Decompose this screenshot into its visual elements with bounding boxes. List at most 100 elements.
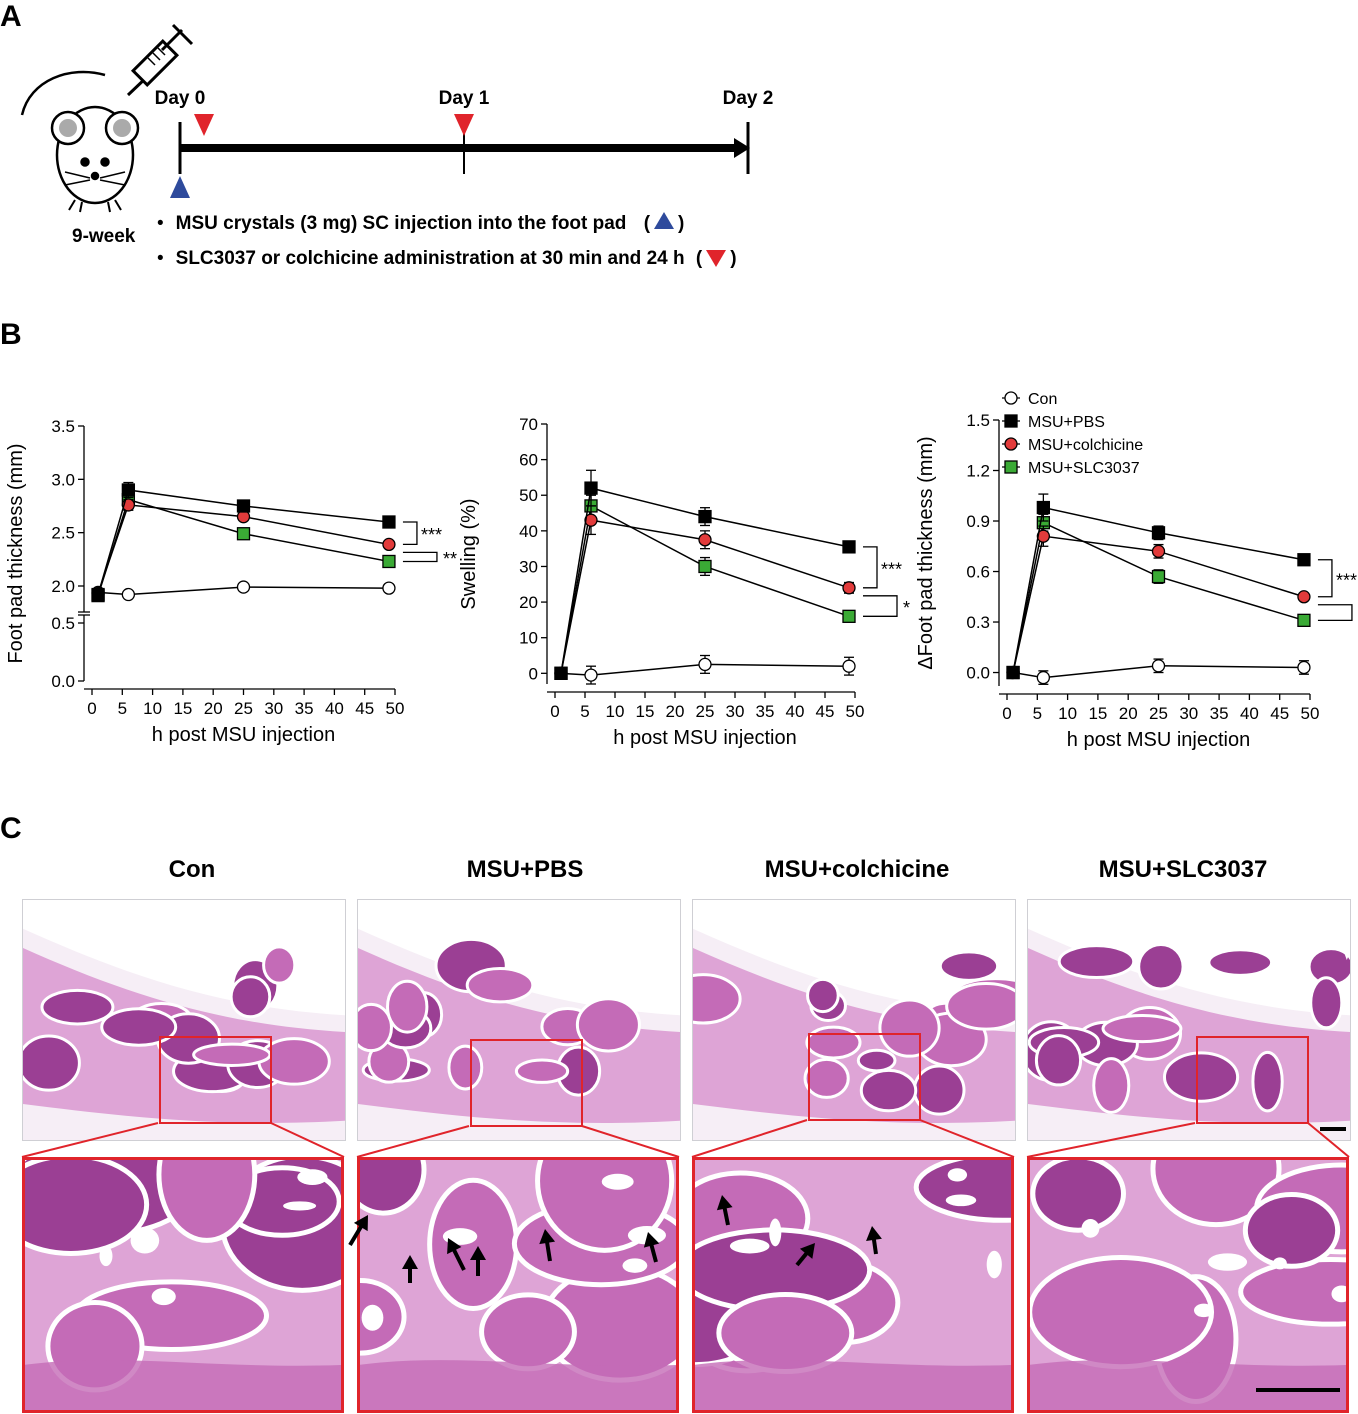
infiltration-arrow-icon xyxy=(470,1246,486,1276)
chart-swelling: 0 10 20 30 40 50 60 70 0 5 10 15 20 25 30 35 40 45 50 h pos… xyxy=(458,415,910,749)
timeline-day-2: Day 2 xyxy=(722,88,774,109)
x-tick-label: 40 xyxy=(325,699,344,718)
chart-delta-foot-pad-thickness: 0.0 0.3 0.6 0.9 1.2 1.5 0 5 10 15 20 25 30 35 40 45 50 h … xyxy=(915,391,1358,750)
timeline-day-0: Day 0 xyxy=(154,88,206,109)
data-point xyxy=(698,559,712,574)
data-point xyxy=(1151,526,1166,540)
arrow-head xyxy=(353,1215,368,1232)
panel-letter-a: A xyxy=(0,0,22,33)
y-tick-label: 20 xyxy=(519,593,538,612)
bone-section xyxy=(1309,976,1344,1030)
bone-section xyxy=(1101,1014,1183,1044)
muscle-layer xyxy=(1030,1360,1346,1410)
x-tick-label: 10 xyxy=(606,702,625,721)
series-line xyxy=(560,663,850,676)
significance-label: *** xyxy=(1336,570,1357,590)
histology-zoom-msu-pbs xyxy=(357,1157,679,1413)
y-tick-label: 60 xyxy=(519,451,538,470)
histology-title-msu-pbs: MSU+PBS xyxy=(466,856,584,883)
series-line xyxy=(97,489,390,595)
marrow-space xyxy=(297,1169,328,1185)
marrow-space xyxy=(945,1194,977,1207)
y-axis-label: Foot pad thickness (mm) xyxy=(5,443,27,663)
legend-item: Con xyxy=(1002,391,1057,408)
bone-section xyxy=(514,1058,570,1084)
significance-bracket xyxy=(1317,559,1333,598)
x-tick-label: 35 xyxy=(756,702,775,721)
data-point xyxy=(842,581,856,595)
y-axis-label: Swelling (%) xyxy=(458,498,480,609)
series-con xyxy=(1006,658,1311,685)
x-tick-label: 10 xyxy=(1058,704,1077,723)
x-tick-label: 0 xyxy=(87,699,96,718)
data-point xyxy=(1297,613,1311,627)
panel-letter-c: C xyxy=(0,812,22,845)
zoom-connector xyxy=(691,1119,808,1158)
x-tick-label: 0 xyxy=(550,702,559,721)
data-point xyxy=(698,533,712,547)
bone-section xyxy=(859,1068,918,1113)
marrow-space xyxy=(361,1304,384,1331)
series-msu-pbs xyxy=(91,481,396,602)
bone-section xyxy=(40,988,115,1026)
x-tick-label: 50 xyxy=(846,702,865,721)
x-tick-label: 45 xyxy=(1270,704,1289,723)
x-tick-label: 15 xyxy=(173,699,192,718)
marrow-space xyxy=(947,1168,968,1182)
arrow-head xyxy=(402,1255,418,1269)
y-tick-label: 40 xyxy=(519,522,538,541)
x-tick-label: 25 xyxy=(696,702,715,721)
series-line xyxy=(560,487,850,674)
legend-item: MSU+PBS xyxy=(1002,414,1105,431)
tissue-overview-image xyxy=(358,900,680,1140)
arrow-head xyxy=(539,1229,556,1245)
bone-section xyxy=(262,945,297,985)
bone-section xyxy=(575,997,641,1053)
marrow-space xyxy=(283,1201,317,1211)
data-point xyxy=(698,657,712,672)
zoom-connector xyxy=(581,1125,680,1158)
infiltration-arrow-icon xyxy=(447,1238,466,1271)
x-tick-label: 20 xyxy=(1119,704,1138,723)
data-point xyxy=(584,513,598,527)
zoom-connector xyxy=(356,1125,470,1158)
significance-label: *** xyxy=(881,559,902,579)
legend-label: MSU+colchicine xyxy=(1028,437,1143,454)
chart-foot-pad-thickness: 2.0 2.5 3.0 3.5 0.0 0.5 0 5 10 15 20 25 30 35 40 45 50 h … xyxy=(5,417,457,746)
arrow-head xyxy=(716,1195,733,1211)
marrow-space xyxy=(130,1227,160,1254)
histology-overview-msu-pbs xyxy=(357,899,681,1141)
arrow-head xyxy=(447,1238,462,1255)
y-tick-label: 1.2 xyxy=(966,462,990,481)
zoom-region-box xyxy=(808,1033,921,1121)
bone-section xyxy=(1092,1057,1131,1114)
series-msu-pbs xyxy=(1006,493,1311,680)
series-line xyxy=(560,504,850,674)
series-line xyxy=(1012,665,1304,679)
section-edge xyxy=(200,900,345,960)
y-tick-label: 70 xyxy=(519,415,538,434)
bone-section xyxy=(192,1042,272,1067)
bone-section xyxy=(1238,1257,1346,1327)
histology-overview-con xyxy=(22,899,346,1141)
series-line xyxy=(1012,506,1305,673)
legend-label: MSU+PBS xyxy=(1028,414,1105,431)
bone-section xyxy=(913,1160,1011,1223)
panel-letter-b: B xyxy=(0,318,22,351)
legend-marker xyxy=(1004,414,1018,428)
red-marker-icon xyxy=(194,114,214,136)
y-tick-label: 0 xyxy=(529,664,538,683)
data-point xyxy=(584,668,598,682)
series-line xyxy=(97,504,390,594)
zoom-connector xyxy=(270,1122,345,1158)
y-tick-label: 3.0 xyxy=(51,470,75,489)
legend-item: MSU+colchicine xyxy=(1002,437,1143,454)
marrow-space xyxy=(1272,1257,1287,1270)
histology-zoom-msu-colchicine xyxy=(692,1157,1014,1413)
bullet-drug-administration: • SLC3037 or colchicine administration at… xyxy=(157,248,737,269)
y-axis-label: ΔFoot pad thickness (mm) xyxy=(915,436,937,669)
bone-section xyxy=(938,950,1000,982)
y-tick-label: 1.5 xyxy=(966,411,990,430)
data-point xyxy=(842,659,856,673)
significance-label: * xyxy=(903,598,910,618)
